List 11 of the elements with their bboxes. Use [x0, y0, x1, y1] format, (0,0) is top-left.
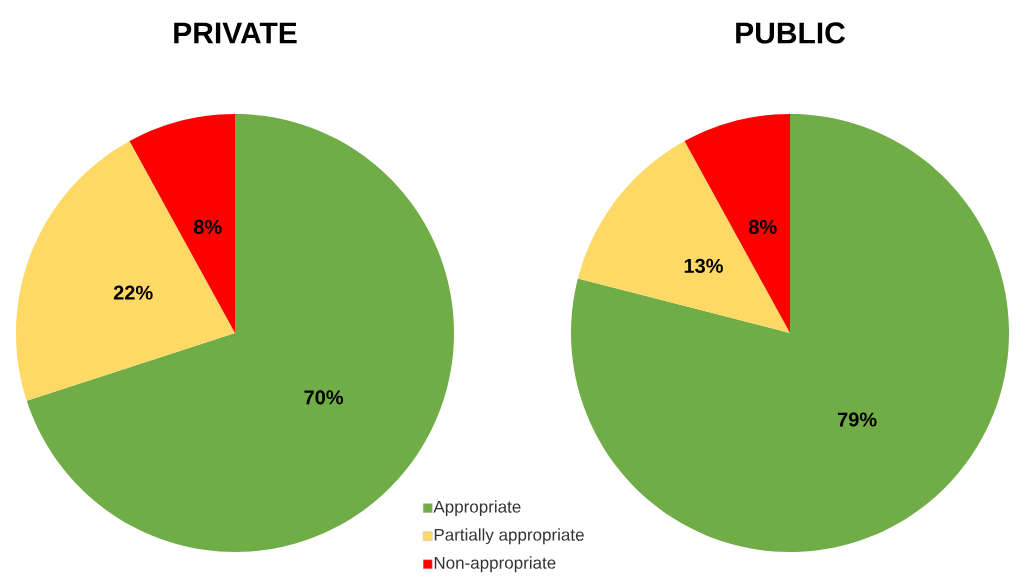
data-label: 8% [748, 219, 777, 234]
legend-label: Appropriate [433, 500, 521, 517]
legend-label: Partially appropriate [434, 528, 584, 545]
legend-label: Non-appropriate [434, 556, 556, 573]
chart-title: PUBLIC [736, 22, 846, 44]
data-label: 70% [304, 390, 344, 405]
chart-title: PRIVATE [174, 22, 297, 44]
data-label: 22% [113, 285, 153, 300]
data-label: 8% [193, 219, 222, 234]
data-label: 13% [684, 258, 723, 273]
data-label: 79% [837, 412, 877, 427]
